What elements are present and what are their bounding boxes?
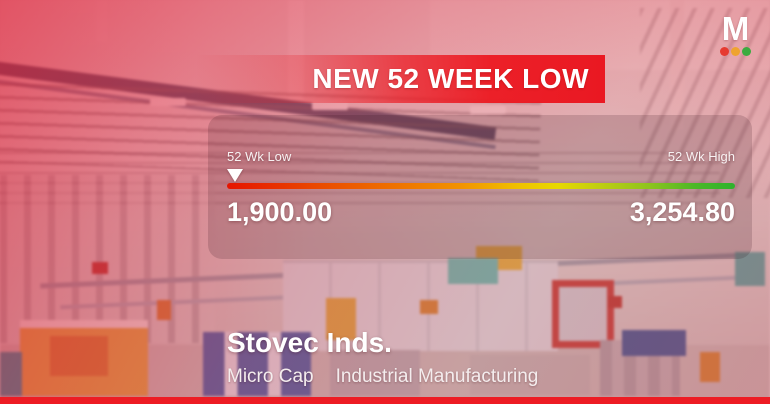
range-gradient-bar xyxy=(227,183,735,189)
high-label: 52 Wk High xyxy=(667,149,735,164)
headline-banner: NEW 52 WEEK LOW xyxy=(195,55,605,103)
low-value: 1,900.00 xyxy=(227,197,333,227)
low-marker-triangle-icon xyxy=(227,169,243,182)
stock-name: Stovec Inds. xyxy=(227,327,392,358)
logo-dot-orange-icon xyxy=(730,47,740,56)
sector-label: Industrial Manufacturing xyxy=(335,366,539,387)
footer-accent-bar xyxy=(0,397,770,404)
brand-logo: M xyxy=(714,12,756,56)
market-cap-label: Micro Cap xyxy=(227,366,314,387)
logo-m-icon: M xyxy=(721,10,750,47)
low-label: 52 Wk Low xyxy=(227,149,292,164)
headline-text: NEW 52 WEEK LOW xyxy=(312,63,589,94)
logo-dots xyxy=(714,47,756,56)
stock-meta: Micro Cap Industrial Manufacturing xyxy=(227,366,538,388)
high-value: 3,254.80 xyxy=(629,197,735,227)
logo-dot-red-icon xyxy=(719,47,729,56)
logo-dot-green-icon xyxy=(741,47,751,56)
